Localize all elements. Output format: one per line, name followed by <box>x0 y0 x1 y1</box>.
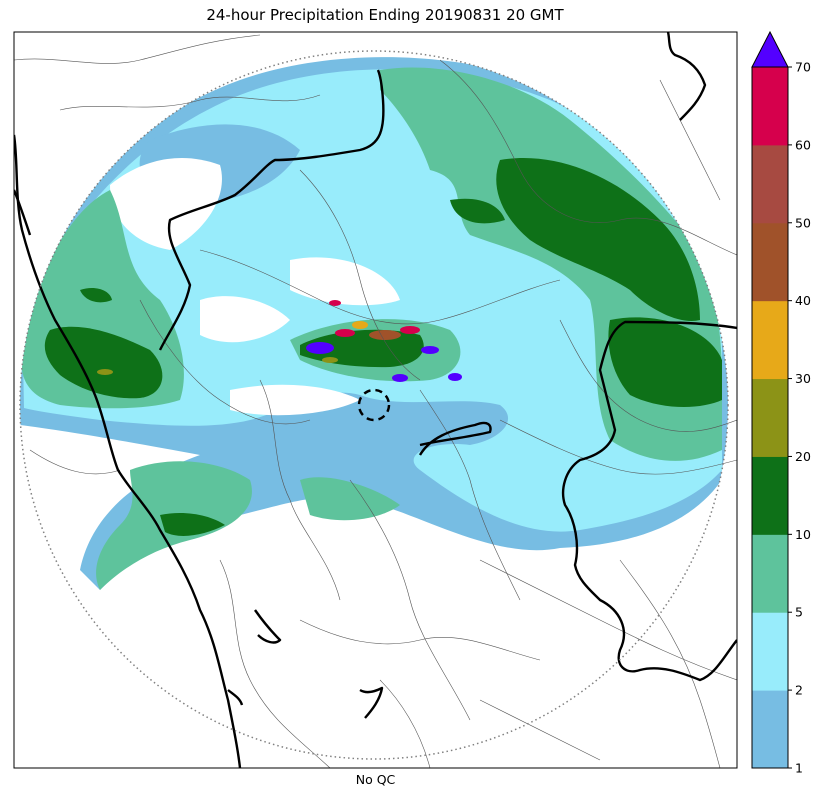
precipitation-field <box>20 57 728 590</box>
map-panel <box>14 32 737 768</box>
colorbar-band <box>752 378 788 457</box>
colorbar-band <box>752 612 788 691</box>
colorbar-band <box>752 144 788 224</box>
radar-site-marker <box>357 388 391 422</box>
colorbar-tick-label: 1 <box>795 761 803 776</box>
state-borders <box>14 32 737 768</box>
colorbar-band <box>752 534 788 613</box>
convective-cells <box>97 300 462 382</box>
colorbar-tick-label: 50 <box>795 215 811 230</box>
colorbar-tick-label: 60 <box>795 137 811 152</box>
colorbar-frame <box>751 66 789 769</box>
colorbar: 1 2 5 10 20 30 40 50 60 70 <box>751 30 811 776</box>
colorbar-tick-label: 20 <box>795 449 811 464</box>
colorbar-tick-label: 30 <box>795 371 811 386</box>
colorbar-tick-label: 10 <box>795 527 811 542</box>
colorbar-tick-label: 70 <box>795 60 811 75</box>
map-frame <box>13 31 738 769</box>
colorbar-tick-label: 2 <box>795 683 803 698</box>
colorbar-ticks: 1 2 5 10 20 30 40 50 60 70 <box>788 60 811 776</box>
colorbar-bands <box>752 67 788 769</box>
colorbar-band <box>752 222 788 302</box>
map-title: 24-hour Precipitation Ending 20190831 20… <box>206 6 564 24</box>
colorbar-band <box>752 456 788 535</box>
colorbar-band <box>752 300 788 380</box>
precip-10-20-area <box>496 158 700 321</box>
colorbar-band <box>752 67 788 146</box>
colorbar-tick-label: 5 <box>795 605 803 620</box>
x-axis-label: No QC <box>355 772 396 787</box>
district-borders <box>14 34 737 768</box>
radar-range-ring <box>19 50 729 760</box>
colorbar-tick-label: 40 <box>795 293 811 308</box>
colorbar-extend-triangle <box>751 30 789 68</box>
colorbar-band <box>752 690 788 769</box>
